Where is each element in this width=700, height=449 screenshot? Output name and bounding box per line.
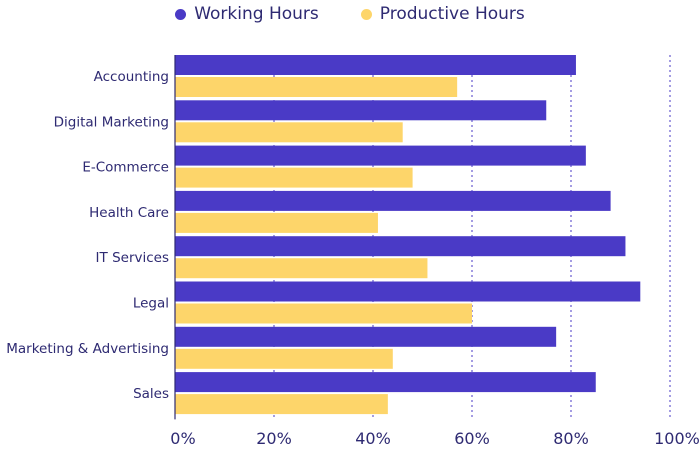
bar-working-hours-digital-marketing (175, 100, 547, 121)
category-label-it-services: IT Services (96, 250, 169, 266)
bar-productive-hours-legal (175, 303, 472, 324)
bar-productive-hours-digital-marketing (175, 122, 403, 143)
category-label-digital-marketing: Digital Marketing (54, 114, 169, 130)
x-tick-label-80: 80% (553, 429, 589, 448)
bar-working-hours-accounting (175, 55, 576, 75)
x-tick-label-20: 20% (256, 429, 292, 448)
legend-label-productive-hours: Productive Hours (379, 4, 525, 24)
category-label-legal: Legal (133, 296, 169, 312)
category-label-sales: Sales (133, 386, 169, 402)
x-tick-label-100: 100% (654, 429, 700, 448)
legend-item-productive-hours[interactable]: Productive Hours (360, 4, 525, 24)
bar-productive-hours-health-care (175, 212, 378, 233)
legend-marker-productive-hours (360, 8, 372, 20)
bar-productive-hours-accounting (175, 77, 458, 97)
bar-productive-hours-marketing-and-advertising (175, 348, 393, 369)
bar-working-hours-legal (175, 281, 641, 302)
bar-working-hours-marketing-and-advertising (175, 326, 557, 347)
category-label-e-commerce: E-Commerce (82, 160, 169, 176)
bar-working-hours-e-commerce (175, 145, 586, 166)
bar-productive-hours-it-services (175, 258, 428, 279)
x-tick-label-60: 60% (454, 429, 490, 448)
category-label-accounting: Accounting (94, 69, 169, 85)
category-label-health-care: Health Care (89, 205, 169, 221)
x-tick-label-0: 0% (170, 429, 195, 448)
legend-label-working-hours: Working Hours (194, 4, 319, 24)
x-tick-label-40: 40% (355, 429, 391, 448)
bar-working-hours-sales (175, 372, 596, 393)
bar-working-hours-health-care (175, 190, 611, 211)
chart-legend: Working Hours Productive Hours (0, 2, 700, 26)
legend-marker-working-hours (175, 8, 187, 20)
bar-productive-hours-sales (175, 394, 388, 415)
legend-item-working-hours[interactable]: Working Hours (175, 4, 319, 24)
bar-productive-hours-e-commerce (175, 167, 413, 188)
bar-working-hours-it-services (175, 236, 626, 257)
category-label-marketing-and-advertising: Marketing & Advertising (6, 341, 169, 357)
